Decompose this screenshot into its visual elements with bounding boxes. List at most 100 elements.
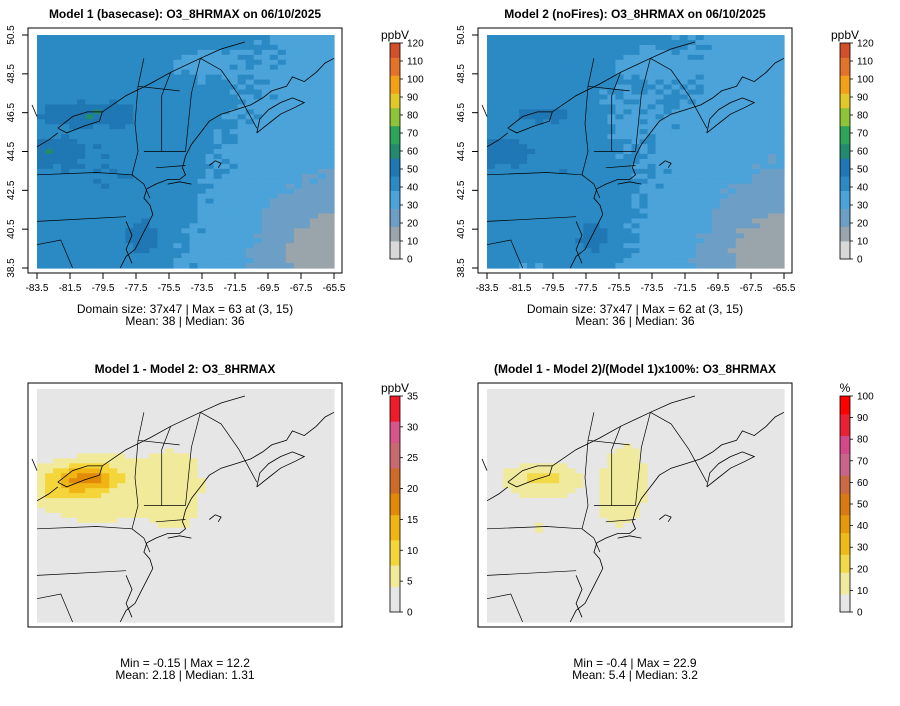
- heatmap-cell: [567, 35, 576, 41]
- heatmap-cell: [125, 168, 134, 175]
- heatmap-cell: [101, 213, 110, 220]
- heatmap-cell: [543, 258, 552, 264]
- heatmap-cell: [149, 188, 159, 195]
- heatmap-cell: [325, 527, 335, 534]
- heatmap-cell: [213, 99, 223, 106]
- heatmap-cell: [309, 109, 319, 115]
- heatmap-cell: [237, 463, 247, 469]
- heatmap-cell: [293, 94, 303, 101]
- heatmap-cell: [245, 193, 255, 200]
- heatmap-cell: [511, 223, 520, 229]
- heatmap-cell: [277, 193, 287, 200]
- heatmap-cell: [567, 124, 576, 130]
- heatmap-cell: [735, 149, 745, 155]
- heatmap-cell: [623, 213, 633, 220]
- heatmap-cell: [583, 203, 592, 210]
- heatmap-cell: [149, 193, 159, 200]
- heatmap-cell: [583, 223, 592, 229]
- heatmap-cell: [165, 527, 175, 534]
- heatmap-cell: [743, 94, 753, 101]
- heatmap-cell: [133, 428, 142, 435]
- heatmap-cell: [495, 193, 504, 200]
- heatmap-cell: [711, 114, 721, 120]
- heatmap-cell: [759, 203, 769, 210]
- heatmap-cell: [101, 248, 110, 254]
- heatmap-cell: [125, 149, 134, 155]
- heatmap-cell: [543, 188, 552, 195]
- heatmap-cell: [37, 243, 46, 249]
- heatmap-cell: [165, 243, 175, 249]
- heatmap-cell: [277, 473, 287, 479]
- heatmap-cell: [197, 493, 207, 499]
- heatmap-cell: [141, 423, 150, 430]
- heatmap-cell: [727, 54, 737, 61]
- heatmap-cell: [743, 49, 753, 56]
- heatmap-cell: [197, 173, 207, 180]
- heatmap-cell: [293, 233, 303, 239]
- heatmap-cell: [623, 153, 633, 160]
- state-border: [36, 172, 133, 176]
- heatmap-cell: [117, 493, 126, 499]
- heatmap-cell: [165, 398, 175, 405]
- heatmap-cell: [141, 458, 150, 464]
- heatmap-cell: [181, 74, 191, 81]
- heatmap-cell: [261, 532, 271, 539]
- heatmap-cell: [93, 178, 102, 185]
- heatmap-cell: [743, 104, 753, 110]
- heatmap-cell: [631, 183, 641, 190]
- heatmap-cell: [317, 54, 327, 61]
- heatmap-cell: [253, 438, 263, 445]
- heatmap-cell: [647, 178, 657, 185]
- heatmap-cell: [101, 483, 110, 489]
- heatmap-cell: [269, 473, 279, 479]
- heatmap-cell: [221, 527, 231, 534]
- heatmap-cell: [647, 253, 657, 259]
- heatmap-cell: [245, 134, 255, 140]
- heatmap-cell: [245, 114, 255, 120]
- heatmap-cell: [301, 403, 311, 410]
- heatmap-cell: [309, 39, 319, 46]
- heatmap-cell: [301, 79, 311, 86]
- heatmap-cell: [623, 79, 633, 86]
- heatmap-cell: [45, 198, 54, 205]
- heatmap-cell: [711, 129, 721, 135]
- heatmap-cell: [125, 39, 134, 46]
- heatmap-cell: [551, 238, 560, 244]
- heatmap-cell: [647, 248, 657, 254]
- heatmap-cell: [495, 248, 504, 254]
- heatmap-cell: [535, 173, 544, 180]
- heatmap-cell: [719, 69, 729, 76]
- heatmap-cell: [181, 408, 191, 415]
- heatmap-cell: [277, 109, 287, 115]
- heatmap-cell: [535, 84, 544, 91]
- heatmap-cell: [551, 173, 560, 180]
- colorbar-segment: [390, 57, 400, 62]
- heatmap-cell: [671, 168, 681, 175]
- heatmap-cell: [109, 512, 118, 519]
- heatmap-cell: [253, 203, 263, 210]
- x-tick-label: -75.5: [608, 283, 631, 294]
- heatmap-cell: [109, 517, 118, 524]
- heatmap-cell: [221, 99, 231, 106]
- heatmap-cell: [735, 74, 745, 81]
- heatmap-cell: [221, 468, 231, 474]
- heatmap-cell: [197, 498, 207, 504]
- heatmap-cell: [237, 527, 247, 534]
- heatmap-cell: [679, 198, 689, 205]
- heatmap-cell: [743, 114, 753, 120]
- heatmap-cell: [317, 488, 327, 494]
- heatmap-cell: [269, 468, 279, 474]
- heatmap-cell: [117, 248, 126, 254]
- heatmap-cell: [759, 124, 769, 130]
- heatmap-cell: [245, 493, 255, 499]
- heatmap-cell: [69, 119, 78, 125]
- heatmap-cell: [77, 522, 86, 529]
- colorbar-segment: [840, 201, 850, 206]
- heatmap-cell: [719, 89, 729, 96]
- heatmap-cell: [671, 79, 681, 86]
- heatmap-cell: [229, 253, 239, 259]
- heatmap-cell: [269, 517, 279, 524]
- heatmap-cell: [767, 129, 777, 135]
- heatmap-cell: [631, 233, 641, 239]
- heatmap-cell: [261, 228, 271, 234]
